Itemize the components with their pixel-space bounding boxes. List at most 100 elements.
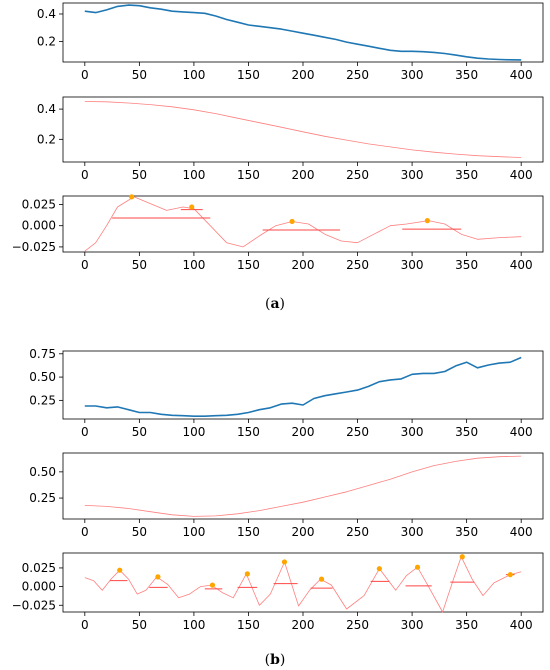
smoothed-line bbox=[84, 455, 522, 517]
x-tick-label: 200 bbox=[292, 258, 315, 272]
x-tick-label: 50 bbox=[132, 618, 147, 632]
x-tick-label: 100 bbox=[182, 68, 205, 82]
peak-marker bbox=[155, 574, 161, 580]
y-tick-label: 0.2 bbox=[37, 132, 56, 146]
y-tick-label: 0.25 bbox=[29, 491, 56, 505]
x-tick-label: 200 bbox=[292, 68, 315, 82]
x-tick-label: 250 bbox=[346, 68, 369, 82]
y-tick-label: 0.000 bbox=[22, 219, 56, 233]
x-tick-label: 350 bbox=[455, 525, 478, 539]
x-tick-label: 350 bbox=[455, 258, 478, 272]
x-tick-label: 200 bbox=[292, 618, 315, 632]
chart-b-smoothed: 0 50 100 150 200 250 300 350 400 0.25 0.50 bbox=[29, 452, 544, 539]
peak-marker bbox=[129, 194, 135, 200]
chart-b-raw-signal: 0 50 100 150 200 250 300 350 400 0.25 0.50 0.75 bbox=[29, 347, 544, 439]
peak-marker bbox=[376, 566, 382, 572]
x-tick-label: 150 bbox=[237, 525, 260, 539]
y-tick-label: 0.50 bbox=[29, 465, 56, 479]
x-tick-label: 100 bbox=[182, 168, 205, 182]
peak-marker bbox=[414, 564, 421, 570]
x-tick-label: 50 bbox=[132, 425, 147, 439]
x-tick-label: 0 bbox=[81, 618, 89, 632]
x-tick-label: 0 bbox=[81, 258, 89, 272]
x-tick-label: 350 bbox=[455, 68, 478, 82]
signal-line bbox=[84, 356, 522, 418]
peak-marker bbox=[424, 218, 430, 224]
x-tick-label: 400 bbox=[510, 425, 533, 439]
x-tick-label: 150 bbox=[237, 258, 260, 272]
y-tick-label: 0.25 bbox=[29, 393, 56, 407]
x-tick-label: 0 bbox=[81, 525, 89, 539]
x-tick-label: 350 bbox=[455, 425, 478, 439]
axes-frame bbox=[62, 96, 544, 163]
x-tick-label: 350 bbox=[455, 168, 478, 182]
figure-b-caption: (b) bbox=[265, 652, 286, 668]
y-tick-label: 0.4 bbox=[37, 7, 56, 21]
peak-marker bbox=[281, 559, 288, 565]
x-tick-label: 200 bbox=[292, 425, 315, 439]
chart-a-raw-signal: 0 50 100 150 200 250 300 350 400 0.2 0.4 bbox=[37, 2, 544, 82]
x-tick-label: 150 bbox=[237, 425, 260, 439]
axes-frame bbox=[62, 350, 544, 420]
x-tick-label: 50 bbox=[132, 68, 147, 82]
y-tick-label: 0.4 bbox=[37, 102, 56, 116]
x-tick-label: 100 bbox=[182, 258, 205, 272]
x-tick-label: 400 bbox=[510, 168, 533, 182]
smoothed-line bbox=[84, 556, 522, 613]
peak-marker bbox=[289, 218, 295, 225]
smoothed-line bbox=[84, 196, 522, 252]
x-tick-label: 250 bbox=[346, 618, 369, 632]
x-tick-label: 250 bbox=[346, 258, 369, 272]
x-tick-label: 0 bbox=[81, 168, 89, 182]
x-tick-label: 100 bbox=[182, 425, 205, 439]
x-tick-label: 400 bbox=[510, 68, 533, 82]
figure-a-caption: (a) bbox=[265, 296, 285, 312]
x-tick-label: 50 bbox=[132, 258, 147, 272]
axes-frame bbox=[62, 195, 544, 253]
y-tick-label: 0.025 bbox=[22, 561, 56, 575]
peak-marker bbox=[117, 567, 123, 573]
x-tick-label: 0 bbox=[81, 68, 89, 82]
smoothed-line bbox=[84, 101, 522, 158]
x-tick-label: 100 bbox=[182, 618, 205, 632]
peak-marker bbox=[189, 204, 195, 210]
y-tick-label: 0.025 bbox=[22, 197, 56, 211]
x-tick-label: 200 bbox=[292, 525, 315, 539]
x-tick-label: 150 bbox=[237, 168, 260, 182]
x-tick-label: 400 bbox=[510, 525, 533, 539]
chart-a-detail-peaks: 0 50 100 150 200 250 300 350 400 −0.025 0.000 0.025 bbox=[12, 194, 544, 272]
peak-marker bbox=[507, 572, 513, 578]
y-tick-label: 0.50 bbox=[29, 370, 56, 384]
x-tick-label: 350 bbox=[455, 618, 478, 632]
y-tick-label: −0.025 bbox=[12, 598, 56, 612]
peak-marker bbox=[459, 554, 465, 560]
y-tick-label: 0.000 bbox=[22, 580, 56, 594]
signal-line bbox=[84, 4, 522, 61]
plot-panels: 0 50 100 150 200 250 300 350 400 0.2 0.4 0 50 100 150 2… bbox=[12, 2, 544, 632]
chart-b-detail-peaks: 0 50 100 150 200 250 300 350 400 −0.025 0.000 0.025 bbox=[12, 552, 544, 632]
x-tick-label: 400 bbox=[510, 258, 533, 272]
x-tick-label: 300 bbox=[401, 168, 424, 182]
y-tick-label: 0.75 bbox=[29, 347, 56, 361]
chart-a-smoothed: 0 50 100 150 200 250 300 350 400 0.2 0.4 bbox=[37, 96, 544, 182]
x-tick-label: 250 bbox=[346, 168, 369, 182]
x-tick-label: 300 bbox=[401, 425, 424, 439]
x-tick-label: 50 bbox=[132, 168, 147, 182]
y-tick-label: 0.2 bbox=[37, 34, 56, 48]
peak-marker bbox=[244, 571, 250, 577]
x-tick-label: 300 bbox=[401, 525, 424, 539]
x-tick-label: 200 bbox=[292, 168, 315, 182]
x-tick-label: 300 bbox=[401, 68, 424, 82]
x-tick-label: 150 bbox=[237, 618, 260, 632]
x-tick-label: 50 bbox=[132, 525, 147, 539]
x-tick-label: 300 bbox=[401, 258, 424, 272]
peak-marker bbox=[318, 576, 325, 582]
x-tick-label: 250 bbox=[346, 525, 369, 539]
y-tick-label: −0.025 bbox=[12, 240, 56, 254]
peak-marker bbox=[209, 582, 216, 588]
x-tick-label: 150 bbox=[237, 68, 260, 82]
x-tick-label: 250 bbox=[346, 425, 369, 439]
x-tick-label: 300 bbox=[401, 618, 424, 632]
x-tick-label: 400 bbox=[510, 618, 533, 632]
